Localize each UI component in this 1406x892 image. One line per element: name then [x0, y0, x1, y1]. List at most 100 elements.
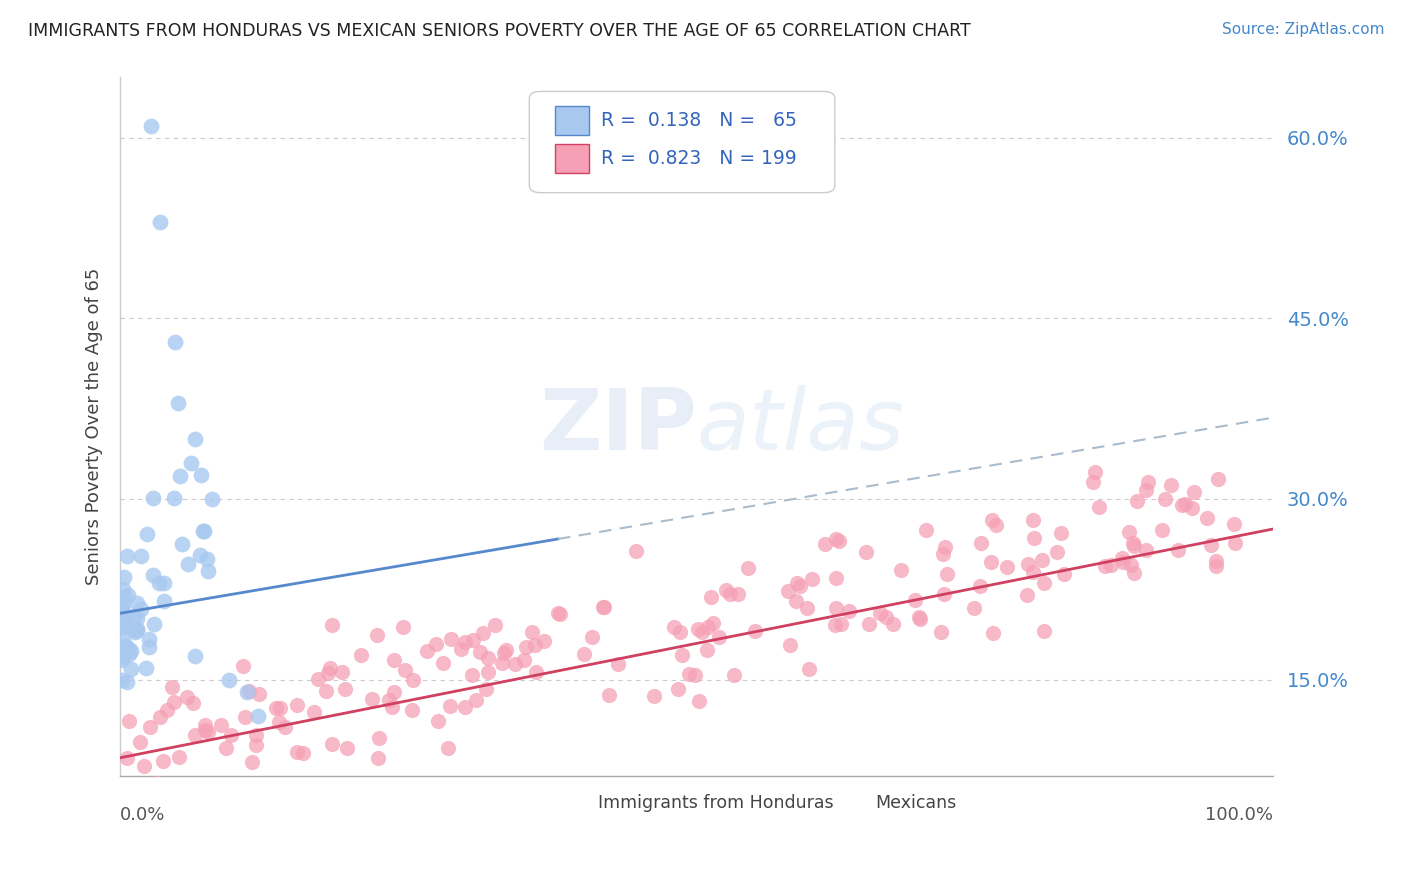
- Point: [727, 587, 749, 601]
- Point: [981, 625, 1004, 640]
- Point: [1122, 535, 1144, 549]
- Point: [149, 215, 172, 229]
- Point: [980, 555, 1002, 569]
- Point: [1167, 543, 1189, 558]
- Point: [360, 692, 382, 706]
- Point: [855, 545, 877, 559]
- Point: [450, 641, 472, 656]
- Point: [215, 740, 238, 755]
- Point: [194, 723, 217, 738]
- Point: [598, 688, 620, 702]
- Point: [1033, 576, 1056, 591]
- Point: [117, 647, 139, 661]
- Point: [524, 665, 547, 680]
- Point: [1017, 557, 1039, 571]
- Point: [197, 724, 219, 739]
- Point: [169, 469, 191, 483]
- Point: [134, 759, 156, 773]
- Point: [319, 661, 342, 675]
- Point: [737, 561, 759, 575]
- Point: [1049, 526, 1071, 541]
- Point: [1197, 510, 1219, 524]
- Point: [142, 491, 165, 505]
- Point: [247, 708, 270, 723]
- Point: [135, 527, 157, 541]
- Text: IMMIGRANTS FROM HONDURAS VS MEXICAN SENIORS POVERTY OVER THE AGE OF 65 CORRELATI: IMMIGRANTS FROM HONDURAS VS MEXICAN SENI…: [28, 22, 972, 40]
- Point: [245, 728, 267, 742]
- Point: [190, 467, 212, 482]
- Point: [1118, 524, 1140, 539]
- Point: [828, 533, 851, 548]
- Point: [292, 746, 315, 760]
- Text: Mexicans: Mexicans: [875, 794, 956, 812]
- Point: [1111, 555, 1133, 569]
- Point: [114, 640, 136, 654]
- Point: [315, 683, 337, 698]
- Point: [1088, 500, 1111, 514]
- Point: [858, 617, 880, 632]
- Point: [1045, 545, 1067, 559]
- Point: [869, 606, 891, 620]
- Point: [908, 610, 931, 624]
- Point: [212, 779, 235, 793]
- FancyBboxPatch shape: [554, 144, 589, 173]
- Point: [142, 567, 165, 582]
- Point: [800, 572, 823, 586]
- Point: [143, 616, 166, 631]
- Point: [163, 491, 186, 506]
- Point: [112, 570, 135, 584]
- Point: [160, 680, 183, 694]
- Point: [112, 590, 135, 604]
- FancyBboxPatch shape: [835, 792, 863, 814]
- Point: [1031, 553, 1053, 567]
- Point: [269, 701, 291, 715]
- Point: [120, 662, 142, 676]
- Point: [118, 714, 141, 728]
- Point: [112, 620, 135, 634]
- Point: [882, 616, 904, 631]
- Point: [195, 551, 218, 566]
- Point: [111, 597, 134, 611]
- Point: [152, 754, 174, 768]
- Point: [368, 731, 391, 745]
- Point: [218, 673, 240, 687]
- Point: [824, 571, 846, 585]
- Point: [149, 709, 172, 723]
- Point: [382, 653, 405, 667]
- Point: [1111, 551, 1133, 566]
- Point: [330, 665, 353, 680]
- Point: [302, 705, 325, 719]
- Point: [125, 624, 148, 638]
- Point: [307, 673, 329, 687]
- Point: [378, 693, 401, 707]
- Point: [515, 640, 537, 654]
- Text: 0.0%: 0.0%: [120, 806, 166, 824]
- Point: [969, 579, 991, 593]
- Point: [592, 600, 614, 615]
- Point: [321, 737, 343, 751]
- Point: [789, 579, 811, 593]
- Text: Source: ZipAtlas.com: Source: ZipAtlas.com: [1222, 22, 1385, 37]
- Point: [382, 684, 405, 698]
- Point: [686, 622, 709, 636]
- Point: [520, 625, 543, 640]
- Point: [523, 638, 546, 652]
- Point: [574, 647, 596, 661]
- Point: [209, 718, 232, 732]
- Point: [184, 432, 207, 446]
- Point: [995, 559, 1018, 574]
- Point: [183, 728, 205, 742]
- Point: [910, 612, 932, 626]
- Point: [915, 523, 938, 537]
- Point: [1021, 565, 1043, 579]
- Point: [468, 645, 491, 659]
- Point: [970, 536, 993, 550]
- Point: [134, 661, 156, 675]
- Point: [114, 614, 136, 628]
- Point: [110, 604, 132, 618]
- Point: [416, 644, 439, 658]
- Point: [118, 642, 141, 657]
- Point: [184, 648, 207, 663]
- Point: [366, 628, 388, 642]
- Point: [744, 624, 766, 638]
